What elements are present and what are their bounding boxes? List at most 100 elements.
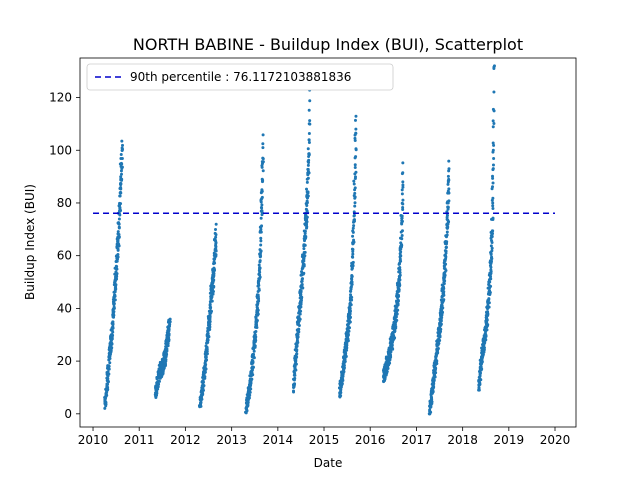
scatter-point (348, 312, 352, 316)
scatter-point (118, 213, 122, 217)
scatter-point (301, 286, 305, 290)
scatter-point (307, 158, 311, 162)
scatter-point (306, 176, 310, 180)
scatter-point (214, 235, 218, 239)
y-tick-label: 0 (64, 407, 72, 421)
scatter-point (399, 243, 403, 247)
scatter-point (308, 99, 312, 103)
scatter-point (350, 255, 354, 259)
scatter-point (302, 247, 306, 251)
scatter-point (293, 373, 297, 377)
scatter-point (119, 172, 123, 176)
scatter-point (429, 404, 433, 408)
scatter-point (297, 317, 301, 321)
scatter-point (491, 119, 495, 123)
scatter-point (214, 222, 218, 226)
scatter-point (119, 161, 123, 165)
scatter-point (110, 333, 114, 337)
scatter-point (258, 275, 262, 279)
scatter-point (118, 206, 122, 210)
scatter-point (297, 324, 301, 328)
scatter-point (479, 367, 483, 371)
scatter-point (300, 295, 304, 299)
scatter-point (211, 279, 215, 283)
scatter-point (489, 277, 493, 281)
scatter-point (354, 148, 358, 152)
scatter-point (111, 312, 115, 316)
scatter-point (163, 354, 167, 358)
scatter-point (352, 213, 356, 217)
scatter-point (348, 306, 352, 310)
scatter-point (261, 178, 265, 182)
scatter-point (434, 354, 438, 358)
scatter-point (432, 385, 436, 389)
scatter-point (257, 263, 261, 267)
scatter-point (161, 364, 165, 368)
scatter-point (166, 341, 170, 345)
y-tick-label: 40 (57, 301, 72, 315)
scatter-point (401, 185, 405, 189)
scatter-point (208, 302, 212, 306)
scatter-point (489, 259, 493, 263)
scatter-point (299, 305, 303, 309)
scatter-point (385, 369, 389, 373)
scatter-point (156, 380, 160, 384)
y-axis-label: Buildup Index (BUI) (23, 184, 37, 300)
scatter-point (253, 337, 257, 341)
scatter-point (492, 122, 496, 126)
scatter-point (167, 328, 171, 332)
scatter-point (400, 172, 404, 176)
scatter-point (254, 330, 258, 333)
scatter-point (349, 303, 353, 307)
scatter-points (103, 64, 496, 416)
scatter-point (258, 270, 262, 274)
scatter-point (398, 270, 402, 274)
scatter-point (305, 180, 309, 184)
scatter-point (489, 244, 493, 248)
scatter-point (260, 195, 264, 199)
scatter-point (213, 238, 217, 242)
scatter-point (212, 271, 216, 275)
scatter-point (294, 360, 298, 364)
scatter-point (351, 226, 355, 230)
scatter-point (108, 357, 112, 361)
scatter-point (257, 287, 261, 291)
scatter-point (107, 364, 111, 368)
scatter-point (381, 375, 385, 379)
scatter-point (117, 217, 121, 221)
chart-title: NORTH BABINE - Buildup Index (BUI), Scat… (133, 35, 523, 54)
scatter-point (260, 206, 264, 210)
scatter-point (251, 373, 255, 377)
scatter-point (246, 396, 250, 400)
scatter-point (114, 267, 118, 271)
scatter-point (490, 239, 494, 243)
scatter-point (120, 177, 124, 181)
scatter-point (435, 360, 439, 364)
scatter-point (393, 329, 397, 333)
scatter-point (293, 364, 297, 368)
scatter-point (213, 254, 217, 258)
scatter-point (397, 280, 401, 284)
scatter-point (115, 259, 119, 263)
scatter-point (350, 280, 354, 284)
scatter-point (491, 196, 495, 200)
scatter-point (352, 179, 356, 183)
scatter-point (443, 273, 447, 277)
scatter-point (353, 204, 357, 208)
scatter-point (255, 318, 259, 322)
scatter-point (340, 375, 344, 379)
x-axis-label: Date (314, 456, 343, 470)
scatter-point (352, 182, 356, 186)
x-tick-label: 2020 (540, 433, 571, 447)
scatter-point (348, 310, 352, 314)
scatter-point (487, 297, 491, 301)
scatter-point (350, 277, 354, 281)
scatter-point (204, 358, 208, 362)
scatter-point (482, 346, 486, 350)
scatter-point (400, 234, 404, 237)
scatter-point (202, 375, 206, 379)
scatter-point (158, 370, 162, 374)
scatter-point (251, 359, 255, 363)
